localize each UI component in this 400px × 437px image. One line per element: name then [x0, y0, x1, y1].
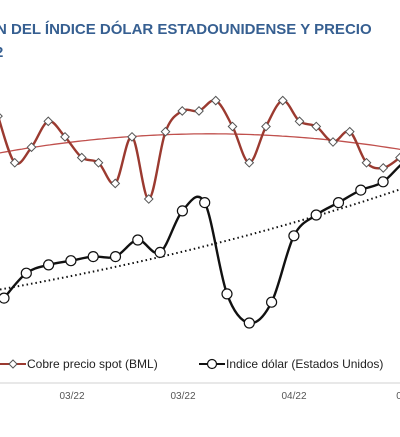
- dollar-point-17: [355, 184, 367, 196]
- copper-point-4: [43, 116, 54, 127]
- dollar-point-10: [199, 197, 211, 209]
- copper-series-line: [0, 99, 400, 201]
- copper-point-11: [160, 126, 171, 137]
- dollar-point-2: [20, 267, 32, 279]
- legend-dollar-marker: [206, 358, 218, 370]
- copper-point-5: [60, 131, 70, 142]
- dollar-point-1: [0, 292, 10, 304]
- dollar-trendline: [0, 188, 400, 291]
- copper-point-15: [227, 121, 238, 132]
- x-tick-label-4: 0: [396, 391, 400, 402]
- dollar-point-11: [221, 288, 233, 300]
- copper-point-18: [277, 95, 288, 106]
- x-tick-label-1: 03/22: [59, 391, 84, 402]
- legend-copper-marker: [8, 359, 18, 369]
- copper-point-7: [93, 157, 104, 168]
- copper-point-19: [294, 116, 305, 127]
- chart-title-line-1: N DEL ÍNDICE DÓLAR ESTADOUNIDENSE Y PREC…: [0, 21, 372, 38]
- dollar-point-16: [332, 197, 345, 209]
- x-axis: 03/22 03/22 04/22 0: [0, 382, 400, 402]
- trendline-layer: [0, 133, 400, 291]
- dollar-point-9: [176, 205, 188, 217]
- dollar-point-18: [377, 176, 389, 188]
- copper-point-23: [361, 157, 372, 168]
- copper-point-3: [26, 142, 37, 153]
- copper-point-25: [395, 152, 400, 163]
- dollar-point-3: [42, 259, 55, 271]
- chart-title: N DEL ÍNDICE DÓLAR ESTADOUNIDENSE Y PREC…: [0, 18, 400, 64]
- copper-point-24: [378, 163, 389, 173]
- copper-point-21: [328, 137, 338, 147]
- dollar-point-5: [87, 251, 99, 263]
- dollar-point-6: [109, 251, 122, 263]
- x-tick-label-2: 03/22: [170, 391, 195, 402]
- series-layer: [0, 95, 400, 329]
- copper-point-10: [143, 194, 154, 204]
- legend-dollar-label: Indice dólar (Estados Unidos): [226, 357, 383, 371]
- copper-point-2: [9, 157, 20, 168]
- copper-point-22: [344, 126, 355, 137]
- copper-point-13: [194, 106, 204, 116]
- x-tick-label-3: 04/22: [281, 391, 306, 402]
- copper-point-14: [210, 95, 221, 106]
- dollar-point-14: [288, 230, 300, 242]
- copper-point-9: [127, 131, 137, 142]
- dollar-point-8: [154, 246, 166, 258]
- dollar-series-line: [3, 163, 400, 325]
- copper-point-16: [244, 157, 255, 168]
- copper-point-17: [261, 121, 271, 132]
- copper-point-12: [177, 106, 188, 116]
- dollar-point-7: [132, 234, 144, 246]
- dollar-point-12: [243, 317, 255, 329]
- copper-point-8: [110, 178, 121, 189]
- dollar-point-4: [65, 255, 77, 267]
- chart-title-line-2: 2: [0, 41, 400, 64]
- legend: Cobre precio spot (BML) Indice dólar (Es…: [0, 357, 383, 371]
- dollar-point-15: [310, 209, 322, 221]
- copper-point-6: [76, 152, 87, 163]
- copper-point-20: [311, 121, 322, 132]
- legend-copper-label: Cobre precio spot (BML): [27, 357, 158, 371]
- copper-point-1: [0, 113, 3, 120]
- dollar-point-13: [266, 296, 278, 308]
